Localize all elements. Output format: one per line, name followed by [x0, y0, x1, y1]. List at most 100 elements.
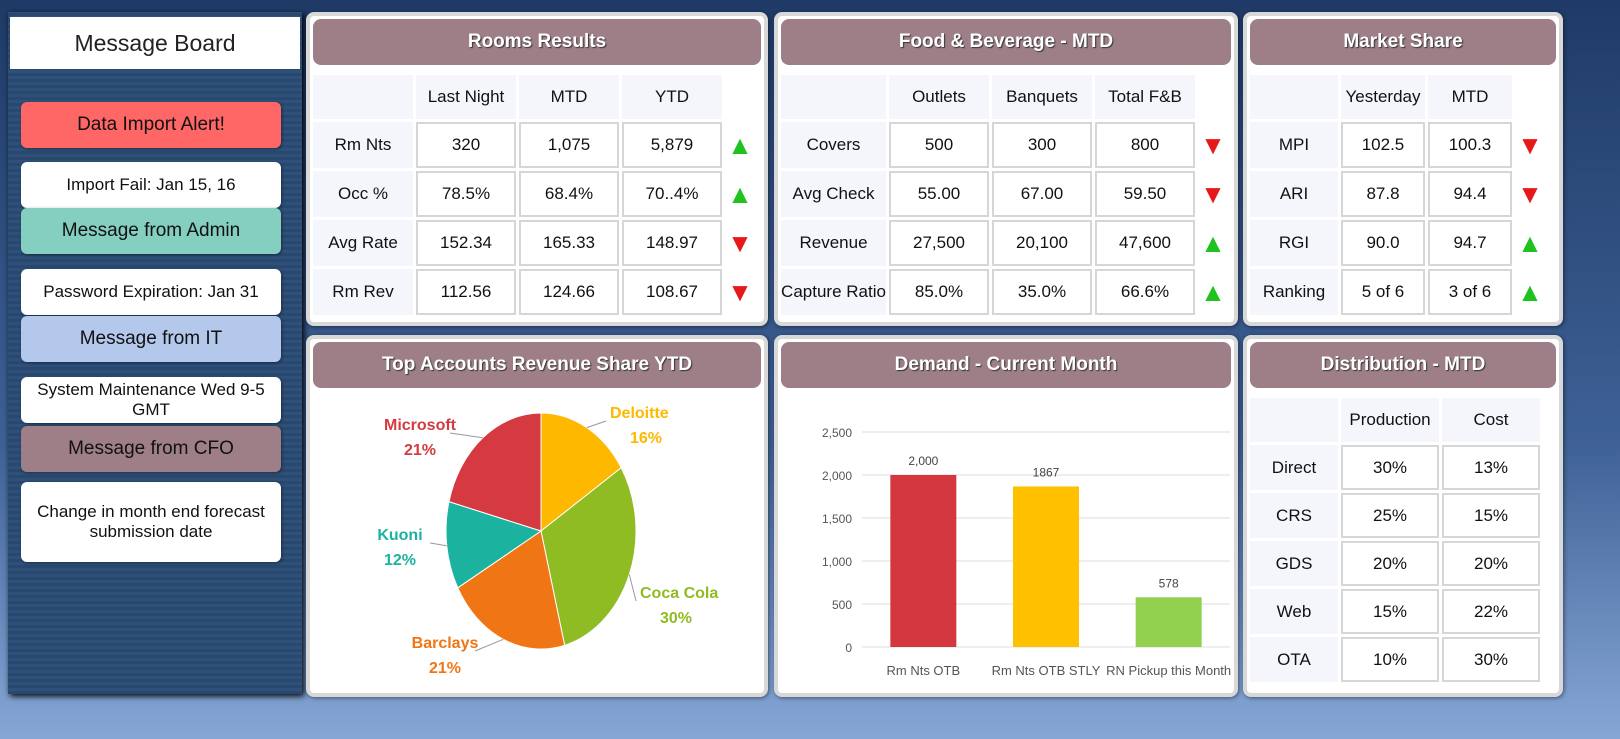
- bar-data-label: 2,000: [908, 454, 938, 468]
- row-label: ARI: [1250, 171, 1338, 217]
- row-label: GDS: [1250, 541, 1338, 586]
- corner-cell: [313, 75, 413, 119]
- value-cell: 15%: [1341, 589, 1439, 634]
- value-cell: 10%: [1341, 637, 1439, 682]
- leader-line: [474, 638, 504, 652]
- value-cell: 78.5%: [416, 171, 516, 217]
- message-board-title: Message Board: [10, 17, 300, 69]
- row-label: Occ %: [313, 171, 413, 217]
- leader-line: [628, 574, 637, 602]
- pie-label: Kuoni: [377, 527, 422, 544]
- panel-title: Demand - Current Month: [781, 342, 1231, 388]
- value-cell: 94.7: [1428, 220, 1512, 266]
- corner-cell: [1250, 75, 1338, 119]
- trend-down-icon: ▼: [727, 276, 753, 307]
- value-cell: 94.4: [1428, 171, 1512, 217]
- table-row: Covers 500 300 800 ▼: [781, 122, 1228, 168]
- column-header: MTD: [519, 75, 619, 119]
- bar: [1013, 486, 1079, 647]
- value-cell: 300: [992, 122, 1092, 168]
- leader-line: [586, 420, 607, 429]
- column-header: Yesterday: [1341, 75, 1425, 119]
- table-row: Rm Nts 320 1,075 5,879 ▲: [313, 122, 755, 168]
- message-heading[interactable]: Message from Admin: [21, 208, 281, 254]
- pie-value-label: 21%: [404, 442, 436, 459]
- pie-value-label: 12%: [384, 552, 416, 569]
- value-cell: 112.56: [416, 269, 516, 315]
- pie-label: Barclays: [412, 635, 479, 652]
- message-body: Change in month end forecast submission …: [21, 482, 281, 562]
- value-cell: 27,500: [889, 220, 989, 266]
- value-cell: 13%: [1442, 445, 1540, 490]
- value-cell: 20%: [1442, 541, 1540, 586]
- table-row: ARI 87.8 94.4 ▼: [1250, 171, 1545, 217]
- pie-value-label: 16%: [630, 430, 662, 447]
- table-row: RGI 90.0 94.7 ▲: [1250, 220, 1545, 266]
- trend-up-icon: ▲: [1200, 276, 1226, 307]
- value-cell: 20,100: [992, 220, 1092, 266]
- value-cell: 800: [1095, 122, 1195, 168]
- column-header: Cost: [1442, 398, 1540, 442]
- value-cell: 148.97: [622, 220, 722, 266]
- value-cell: 25%: [1341, 493, 1439, 538]
- y-tick-label: 2,000: [822, 469, 852, 483]
- trend-up-icon: ▲: [1517, 227, 1543, 258]
- row-label: Web: [1250, 589, 1338, 634]
- value-cell: 108.67: [622, 269, 722, 315]
- y-tick-label: 1,000: [822, 555, 852, 569]
- table-row: Direct 30% 13%: [1250, 445, 1540, 490]
- pie-label: Microsoft: [384, 417, 457, 434]
- trend-up-icon: ▲: [727, 178, 753, 209]
- table-row: Capture Ratio 85.0% 35.0% 66.6% ▲: [781, 269, 1228, 315]
- row-label: MPI: [1250, 122, 1338, 168]
- panel-title: Distribution - MTD: [1250, 342, 1556, 388]
- pie-slice-coca-cola: [540, 467, 637, 646]
- value-cell: 90.0: [1341, 220, 1425, 266]
- y-tick-label: 500: [832, 598, 852, 612]
- pie-slice-deloitte: [540, 412, 622, 533]
- value-cell: 55.00: [889, 171, 989, 217]
- y-tick-label: 1,500: [822, 512, 852, 526]
- value-cell: 5,879: [622, 122, 722, 168]
- pie-label: Deloitte: [610, 405, 669, 422]
- value-cell: 30%: [1341, 445, 1439, 490]
- value-cell: 152.34: [416, 220, 516, 266]
- x-tick-label: Rm Nts OTB: [886, 663, 960, 678]
- table-row: CRS 25% 15%: [1250, 493, 1540, 538]
- trend-up-icon: ▲: [727, 129, 753, 160]
- row-label: Ranking: [1250, 269, 1338, 315]
- pie-label: Coca Cola: [640, 585, 718, 602]
- message-heading[interactable]: Message from IT: [21, 316, 281, 362]
- pie-slice-barclays: [457, 530, 566, 650]
- market-share-panel: Market Share Yesterday MTD MPI 102.5 100.3 ▼ A…: [1243, 12, 1563, 326]
- value-cell: 47,600: [1095, 220, 1195, 266]
- row-label: Covers: [781, 122, 886, 168]
- value-cell: 100.3: [1428, 122, 1512, 168]
- trend-up-icon: ▲: [1200, 227, 1226, 258]
- bar-data-label: 578: [1159, 576, 1179, 590]
- table-row: Avg Rate 152.34 165.33 148.97 ▼: [313, 220, 755, 266]
- value-cell: 59.50: [1095, 171, 1195, 217]
- bar-data-label: 1867: [1033, 465, 1060, 479]
- row-label: Revenue: [781, 220, 886, 266]
- leader-line: [429, 542, 447, 547]
- message-body: Password Expiration: Jan 31: [21, 269, 281, 315]
- value-cell: 320: [416, 122, 516, 168]
- food-beverage-panel: Food & Beverage - MTD Outlets Banquets Tot…: [774, 12, 1238, 326]
- trend-down-icon: ▼: [1200, 178, 1226, 209]
- value-cell: 68.4%: [519, 171, 619, 217]
- row-label: Capture Ratio: [781, 269, 886, 315]
- trend-up-icon: ▲: [1517, 276, 1543, 307]
- column-header: Total F&B: [1095, 75, 1195, 119]
- top-accounts-panel: Top Accounts Revenue Share YTD Deloitte 1…: [306, 335, 768, 697]
- value-cell: 20%: [1341, 541, 1439, 586]
- pie-slice-microsoft: [448, 412, 542, 532]
- message-heading[interactable]: Message from CFO: [21, 426, 281, 472]
- value-cell: 124.66: [519, 269, 619, 315]
- message-heading[interactable]: Data Import Alert!: [21, 102, 281, 148]
- value-cell: 22%: [1442, 589, 1540, 634]
- pie-value-label: 30%: [660, 610, 692, 627]
- row-label: CRS: [1250, 493, 1338, 538]
- table-row: OTA 10% 30%: [1250, 637, 1540, 682]
